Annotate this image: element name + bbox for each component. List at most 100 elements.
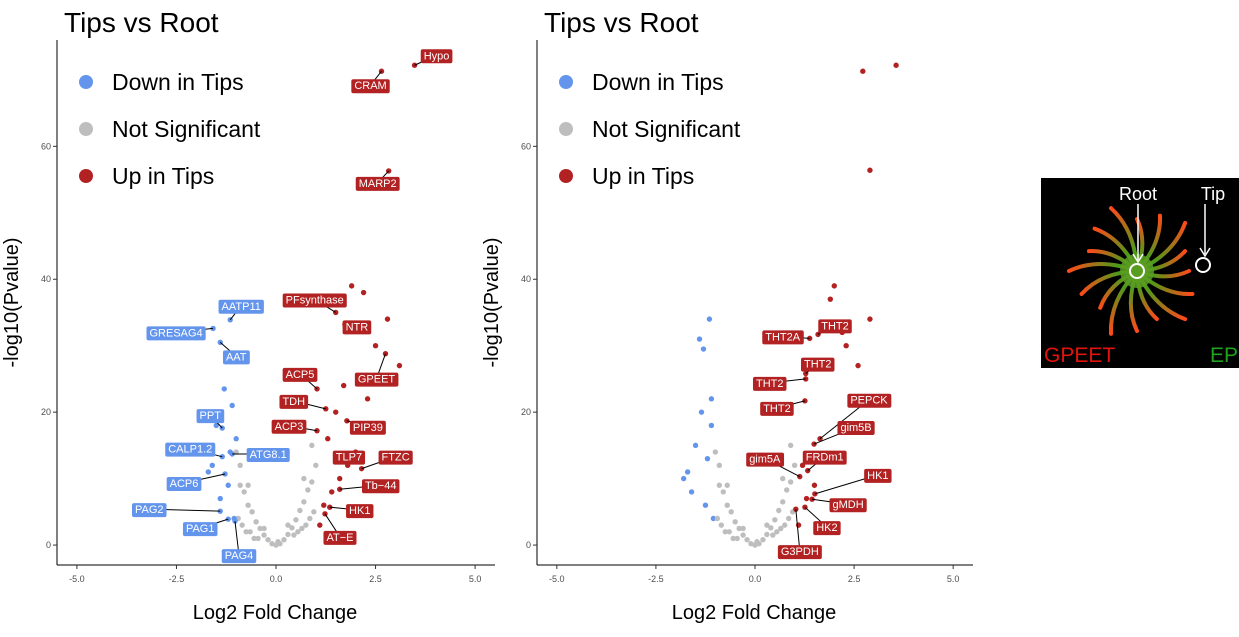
point (705, 456, 710, 461)
label-text: ACP5 (286, 369, 315, 381)
chart-title: Tips vs Root (64, 7, 219, 38)
point (786, 516, 791, 521)
point (860, 69, 865, 74)
point (344, 418, 349, 423)
point (867, 316, 872, 321)
label-text: THT2A (765, 331, 801, 343)
point (764, 522, 769, 527)
point-label: Hypo (415, 49, 453, 65)
point (788, 479, 793, 484)
point (322, 511, 327, 516)
point (709, 396, 714, 401)
legend-label: Not Significant (592, 116, 741, 142)
point (275, 539, 280, 544)
point (233, 436, 238, 441)
point (337, 476, 342, 481)
point (325, 436, 330, 441)
label-text: THT2 (763, 403, 791, 415)
point (313, 463, 318, 468)
label-text: PFsynthase (286, 294, 344, 306)
point-label: AT−E (323, 514, 356, 545)
point-label: PIP39 (347, 421, 386, 435)
label-text: AAT (226, 351, 247, 363)
point (867, 168, 872, 173)
label-text: PAG1 (186, 523, 215, 535)
label-text: GPEET (358, 374, 396, 386)
point (210, 463, 215, 468)
point (255, 536, 260, 541)
point (385, 316, 390, 321)
point (359, 466, 364, 471)
label-text: THT2 (756, 378, 784, 390)
x-axis-title: Log2 Fold Change (193, 602, 358, 624)
point-label: TDH (279, 395, 325, 409)
legend-marker (559, 122, 573, 136)
y-tick-label: 20 (521, 407, 531, 417)
point (373, 343, 378, 348)
y-axis-title: -log10(Pvalue) (1, 237, 23, 367)
point (397, 363, 402, 368)
label-text: ACP6 (170, 478, 199, 490)
point (725, 483, 730, 488)
label-leader (796, 509, 800, 551)
legend-marker (559, 169, 573, 183)
point (301, 476, 306, 481)
tip-label: Tip (1201, 184, 1225, 204)
label-text: HK2 (816, 522, 837, 534)
point (780, 499, 785, 504)
y-tick-label: 60 (521, 141, 531, 151)
x-tick-label: -5.0 (69, 574, 85, 584)
point (230, 403, 235, 408)
point-label: GRESAG4 (146, 326, 213, 340)
point-label: ACP3 (272, 420, 317, 434)
point (261, 526, 266, 531)
point-label: PAG1 (183, 519, 228, 536)
point (697, 336, 702, 341)
point-label: ACP5 (283, 368, 318, 389)
point (725, 502, 730, 507)
point (309, 479, 314, 484)
point (727, 529, 732, 534)
chart-title: Tips vs Root (544, 7, 699, 38)
point (237, 483, 242, 488)
label-text: THT2 (804, 359, 832, 371)
point (843, 343, 848, 348)
point-label: THT2A (762, 330, 809, 344)
point (685, 469, 690, 474)
label-text: gim5A (749, 454, 781, 466)
point (715, 516, 720, 521)
point (717, 463, 722, 468)
y-tick-label: 40 (521, 274, 531, 284)
point (721, 489, 726, 494)
point (301, 499, 306, 504)
x-tick-label: 5.0 (947, 574, 960, 584)
x-tick-label: 2.5 (369, 574, 382, 584)
point (247, 529, 252, 534)
y-tick-label: 0 (526, 540, 531, 550)
point-label: AATP11 (219, 300, 264, 320)
point (855, 363, 860, 368)
point (341, 383, 346, 388)
label-text: PIP39 (353, 422, 383, 434)
point (206, 469, 211, 474)
label-text: AT−E (326, 532, 353, 544)
point (285, 532, 290, 537)
point (701, 346, 706, 351)
page: Root Tip GPEET EP Tips vs Root-5.0-2.50.… (0, 0, 1239, 637)
point (719, 522, 724, 527)
point-label: THT2 (760, 401, 805, 416)
label-text: HK1 (349, 505, 370, 517)
point (729, 509, 734, 514)
point-label: THT2 (753, 377, 806, 391)
legend-label: Not Significant (112, 116, 261, 142)
label-text: PAG2 (135, 504, 164, 516)
x-tick-label: -5.0 (549, 574, 565, 584)
y-tick-label: 60 (41, 141, 51, 151)
point-label: PFsynthase (283, 293, 347, 312)
point-label: AAT (220, 342, 250, 364)
point (782, 522, 787, 527)
point (717, 483, 722, 488)
point-label: HK1 (330, 504, 374, 518)
point (734, 536, 739, 541)
point (307, 516, 312, 521)
